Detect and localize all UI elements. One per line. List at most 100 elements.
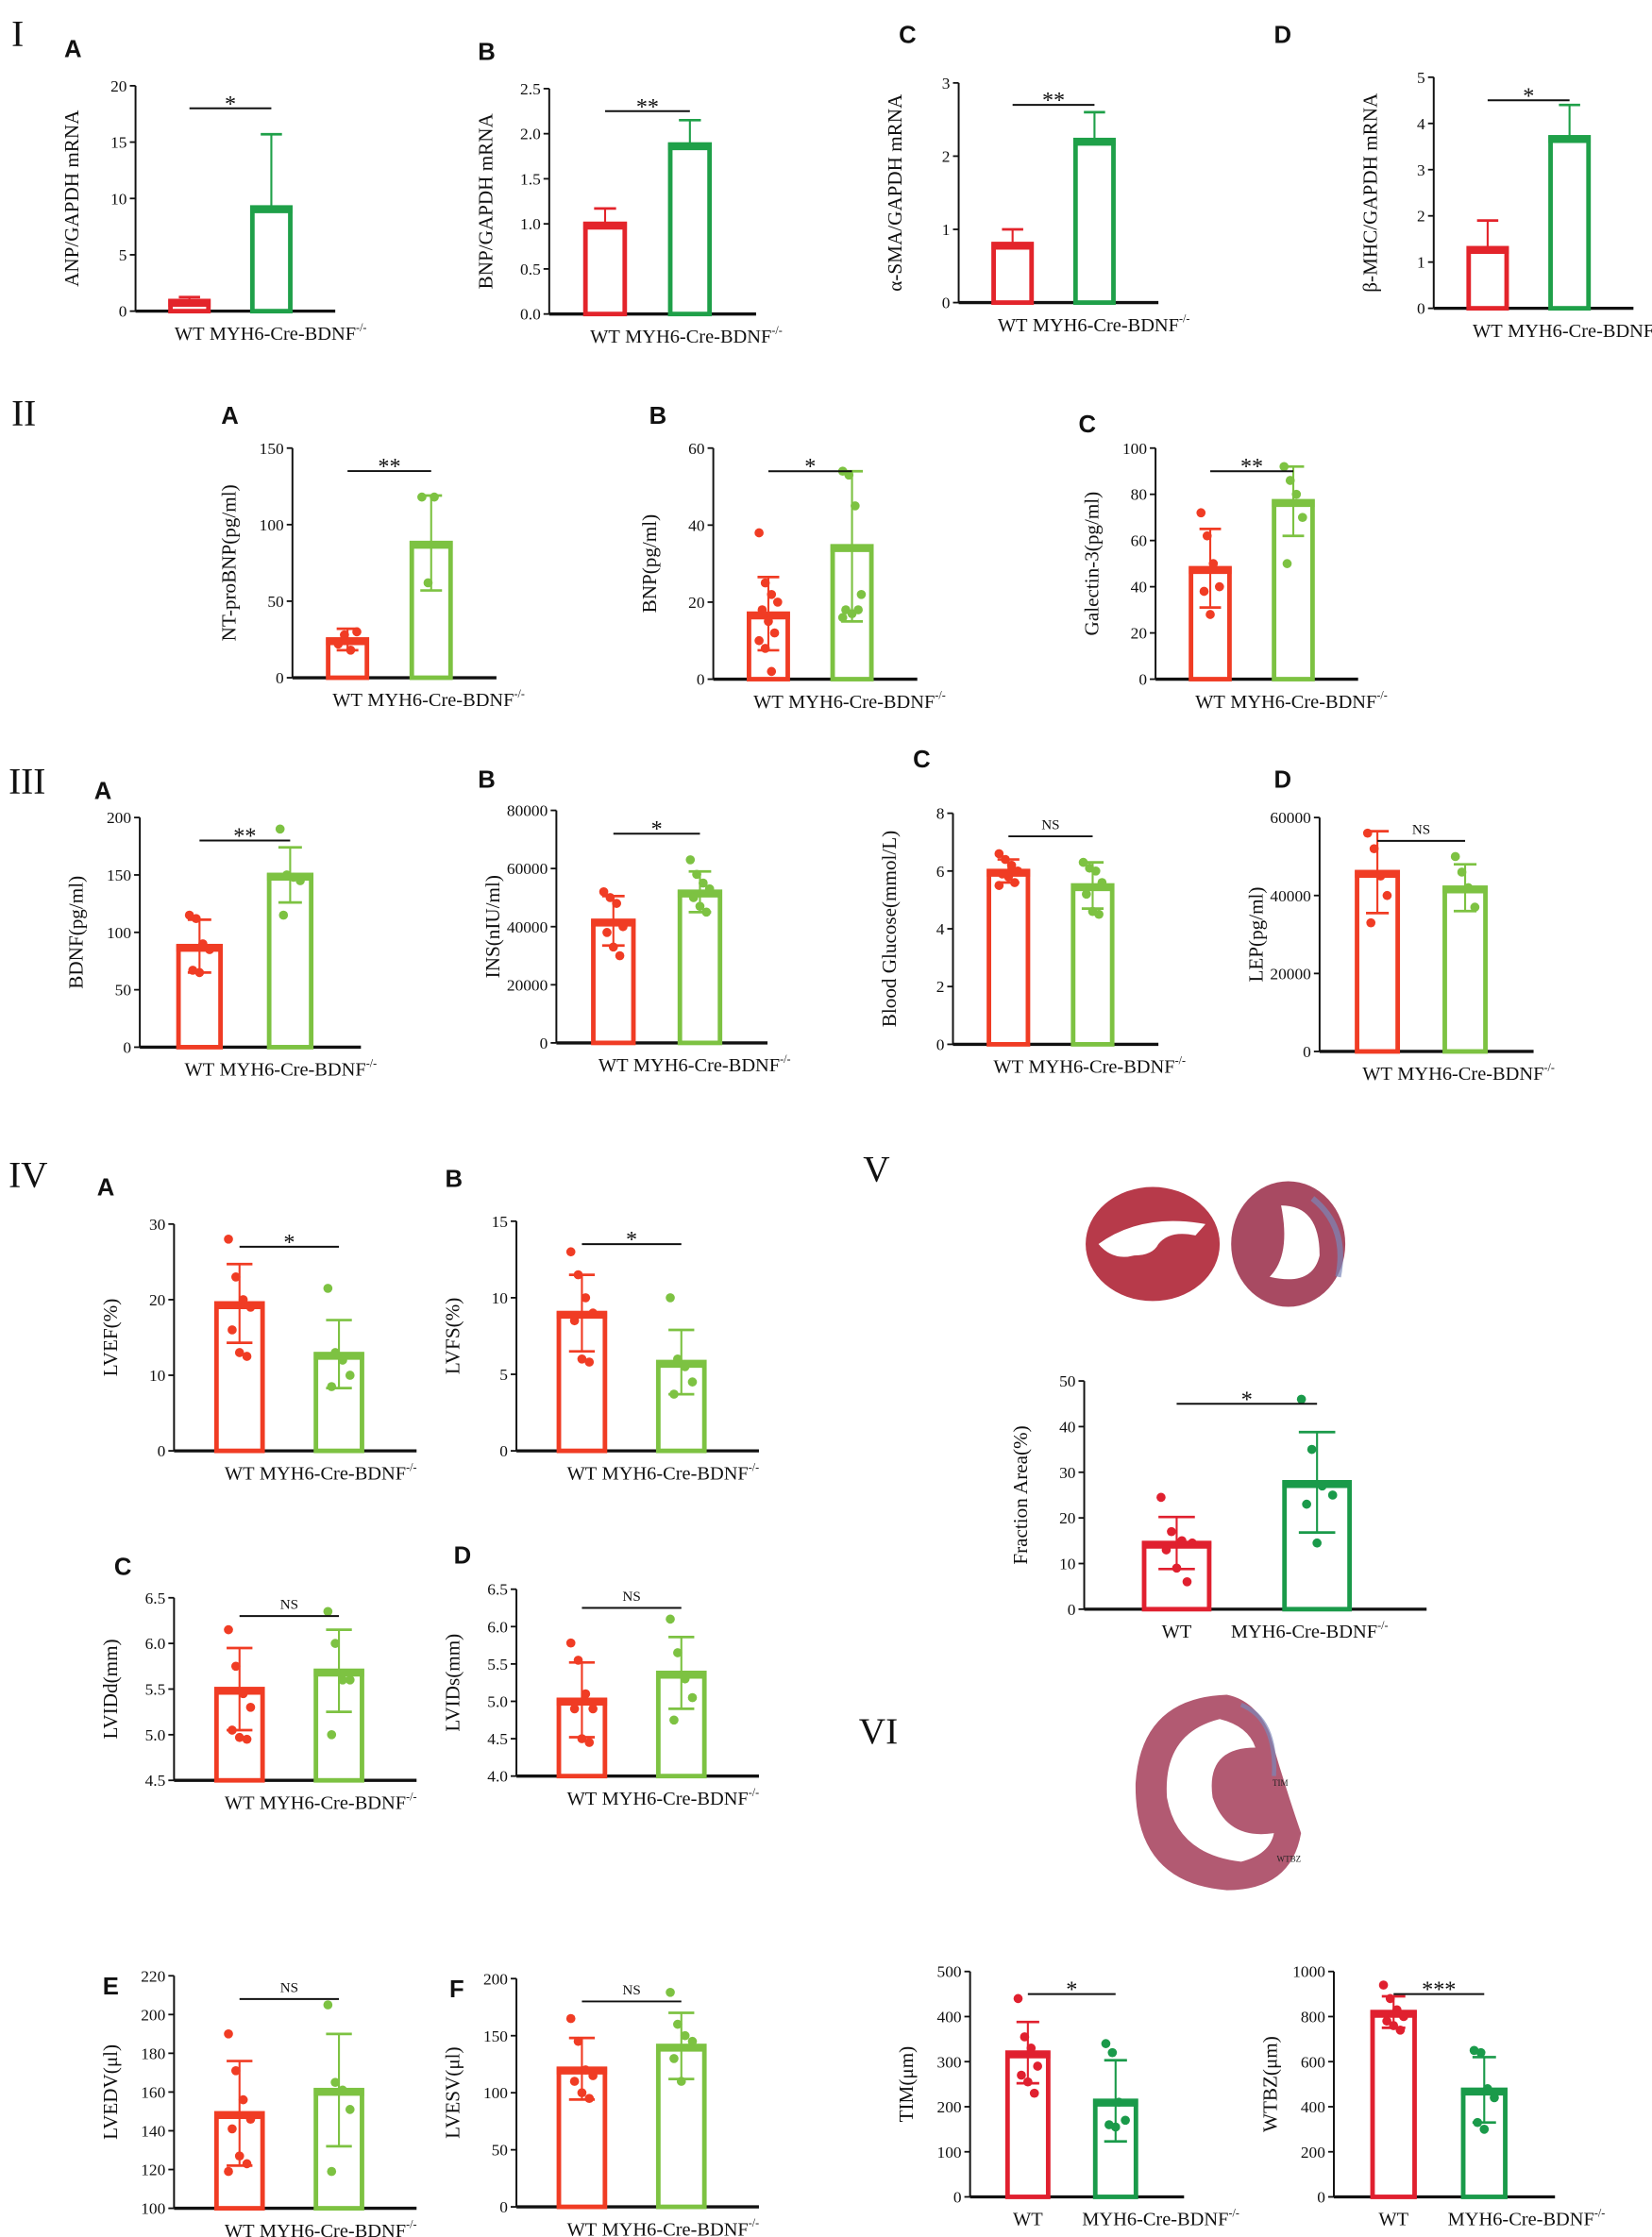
x-label-wt: WT xyxy=(567,1789,598,1809)
data-point xyxy=(565,1638,576,1648)
data-point xyxy=(1378,1980,1389,1990)
data-point xyxy=(205,945,214,954)
data-point xyxy=(1199,586,1209,597)
data-point xyxy=(1395,2025,1406,2035)
data-point xyxy=(1121,2115,1130,2126)
panel-letter: A xyxy=(64,37,82,63)
y-tick-label: 120 xyxy=(141,2161,165,2179)
y-axis-label: LVFS(%) xyxy=(442,1298,464,1374)
data-point xyxy=(569,2077,580,2086)
y-tick-label: 2.5 xyxy=(520,80,541,98)
section-label-I: I xyxy=(11,14,24,55)
bar-wt xyxy=(1370,2010,1417,2199)
x-label-wt: WT xyxy=(993,1057,1023,1078)
data-point xyxy=(224,2028,233,2039)
data-point xyxy=(345,1371,355,1380)
data-point xyxy=(588,1704,598,1714)
data-point xyxy=(581,2065,591,2075)
data-point xyxy=(687,2036,698,2046)
y-tick-label: 20000 xyxy=(1270,965,1311,983)
data-point xyxy=(340,630,349,640)
significance-label: NS xyxy=(1041,818,1059,833)
data-point xyxy=(346,645,356,655)
significance-label: * xyxy=(651,816,663,842)
data-point xyxy=(1382,890,1392,900)
y-tick-label: 200 xyxy=(483,1970,508,1988)
data-point xyxy=(666,1614,675,1624)
data-point xyxy=(687,1692,698,1703)
panel-letter: A xyxy=(94,778,112,804)
x-label-ko-text: MYH6-Cre-BDNF xyxy=(1397,1064,1543,1085)
data-point xyxy=(1457,867,1467,877)
data-point xyxy=(242,2159,252,2169)
chart-iv-d: D LVIDs(mm) 4.0 4.5 5.0 5.5 6.0 6.5 WT MYH6-Cre-B… xyxy=(442,1543,760,1809)
y-tick-label: 50 xyxy=(1059,1372,1076,1390)
x-label-ko: MYH6-Cre-BDNF-/- xyxy=(210,321,367,345)
data-point xyxy=(333,639,344,649)
data-point xyxy=(1391,2005,1402,2015)
data-point xyxy=(669,1389,679,1399)
chart-iii-a: A BDNF(pg/ml) 0 50 100 150 200 WT MYH6-Cre-BDNF-… xyxy=(65,778,377,1080)
data-point xyxy=(1306,1444,1317,1455)
y-tick-label: 6.5 xyxy=(145,1589,166,1607)
data-point xyxy=(669,2054,679,2063)
data-point xyxy=(1490,2093,1499,2103)
histology-image-vi: TIM WTBZ xyxy=(1135,1694,1302,1891)
data-point xyxy=(330,2077,340,2087)
data-point xyxy=(1177,1536,1187,1546)
x-label-ko-sup: -/- xyxy=(1228,2207,1239,2220)
data-point xyxy=(1475,2047,1486,2058)
data-point xyxy=(245,2114,256,2124)
y-tick-label: 200 xyxy=(141,2006,165,2024)
data-point xyxy=(1001,854,1010,865)
data-point xyxy=(1078,857,1088,867)
y-tick-label: 3 xyxy=(942,75,951,93)
y-tick-label: 5.0 xyxy=(487,1693,508,1711)
data-point xyxy=(577,2088,587,2098)
chart-iii-b: B INS(nIU/ml) 0 20000 40000 60000 80000 WT MYH6-… xyxy=(478,766,790,1076)
data-point xyxy=(430,492,439,502)
x-label-ko-text: MYH6-Cre-BDNF xyxy=(1082,2210,1228,2230)
x-label-ko: MYH6-Cre-BDNF-/- xyxy=(260,1790,417,1813)
data-point xyxy=(844,470,854,480)
significance-label: NS xyxy=(280,1980,298,1995)
y-tick-label: 0 xyxy=(499,2198,508,2216)
x-label-ko-sup: -/- xyxy=(749,1786,759,1799)
y-tick-label: 5.5 xyxy=(145,1681,166,1699)
data-point xyxy=(701,907,712,917)
significance-label: * xyxy=(804,454,816,479)
y-tick-label: 400 xyxy=(1301,2098,1325,2116)
data-point xyxy=(754,635,764,646)
data-point xyxy=(1003,872,1014,882)
x-label-ko: MYH6-Cre-BDNF-/- xyxy=(602,1786,760,1809)
y-tick-label: 800 xyxy=(1301,2009,1325,2027)
data-point xyxy=(618,921,628,932)
y-tick-label: 50 xyxy=(267,593,284,611)
data-point xyxy=(853,605,863,614)
chart-i-c: Cα-SMA/GAPDH mRNA 0 1 2 3 WT MYH6-Cre-BDNF-/- *… xyxy=(884,23,1189,336)
x-label-ko-text: MYH6-Cre-BDNF xyxy=(220,1060,366,1081)
data-point xyxy=(669,1715,679,1725)
significance-label: NS xyxy=(622,1589,640,1605)
x-label-wt: WT xyxy=(567,2219,598,2237)
y-tick-label: 80 xyxy=(1131,486,1148,504)
data-point xyxy=(224,2166,233,2177)
data-point xyxy=(605,893,615,902)
data-point xyxy=(224,1235,233,1244)
panel-letter: B xyxy=(478,40,496,66)
data-point xyxy=(238,2094,248,2105)
x-label-wt: WT xyxy=(998,315,1028,336)
data-point xyxy=(680,1362,690,1371)
data-point xyxy=(1094,909,1104,919)
x-label-wt: WT xyxy=(598,1055,629,1076)
x-label-ko-sup: -/- xyxy=(406,1790,416,1803)
y-tick-label: 4 xyxy=(1417,115,1425,133)
data-point xyxy=(680,2030,690,2041)
data-point xyxy=(602,928,612,937)
y-tick-label: 50 xyxy=(115,982,132,1000)
significance-label: * xyxy=(1523,83,1534,109)
panel-letter: A xyxy=(221,403,239,429)
y-tick-label: 10 xyxy=(1059,1556,1076,1573)
data-point xyxy=(680,1674,690,1684)
